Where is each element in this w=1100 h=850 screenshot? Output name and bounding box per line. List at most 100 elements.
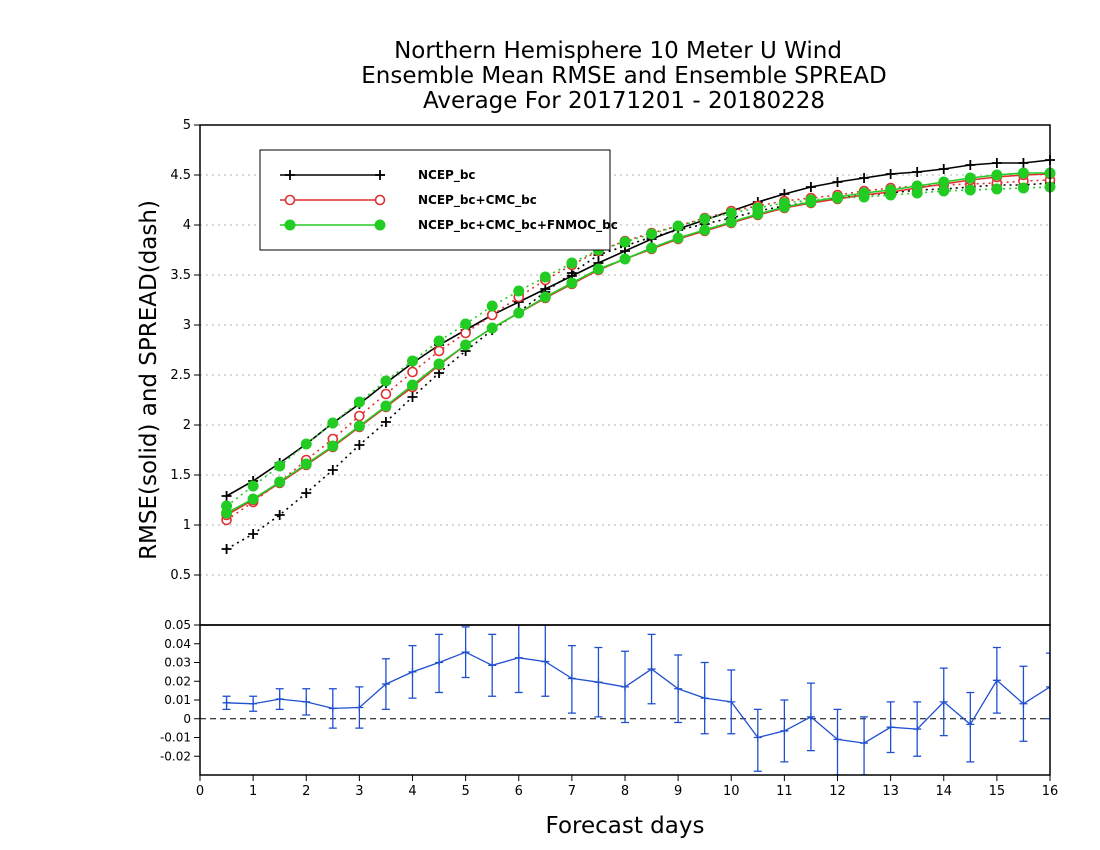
x-tick-label: 5 <box>461 784 469 799</box>
error-bar <box>1046 652 1050 720</box>
legend-marker <box>375 170 385 180</box>
x-tick-label: 10 <box>723 784 740 799</box>
spread-point <box>247 480 259 492</box>
spread-point <box>672 220 684 232</box>
y-tick-label: 5 <box>183 118 191 133</box>
rmse-point <box>513 307 525 319</box>
difference-point <box>435 658 444 667</box>
spread-point <box>646 228 658 240</box>
y-tick-label: 4.5 <box>170 168 191 183</box>
difference-point <box>886 723 895 732</box>
title-line-2: Ensemble Mean RMSE and Ensemble SPREAD <box>361 63 886 89</box>
title-line-3: Average For 20171201 - 20180228 <box>423 88 825 114</box>
rmse-point <box>859 173 870 183</box>
difference-point <box>700 694 709 703</box>
difference-point <box>939 697 948 706</box>
difference-point <box>488 661 497 670</box>
difference-point <box>674 684 683 693</box>
spread-point <box>407 392 418 402</box>
spread-point <box>566 257 578 269</box>
spread-point <box>619 236 631 248</box>
rmse-point <box>672 232 684 244</box>
difference-point <box>806 712 815 721</box>
difference-point <box>647 665 656 674</box>
difference-point <box>514 653 523 662</box>
spread-point <box>407 355 418 367</box>
difference-point <box>381 680 390 689</box>
difference-point <box>621 682 629 691</box>
y-axis-label: RMSE(solid) and SPREAD(dash) <box>136 200 162 560</box>
rmse-point <box>832 177 843 187</box>
legend-label: NCEP_bc+CMC_bc <box>418 193 537 208</box>
difference-point <box>408 667 417 676</box>
rmse-point <box>912 167 923 177</box>
y-tick-label: 2.5 <box>170 368 191 383</box>
spread-point <box>486 309 498 321</box>
rmse-point <box>247 493 259 505</box>
x-tick-label: 3 <box>355 784 363 799</box>
y-tick-label: -0.01 <box>160 731 191 745</box>
x-axis: 0 1 2 3 4 5 6 7 8 9 10 11 12 13 14 15 16 <box>196 775 1058 799</box>
difference-point <box>727 697 736 706</box>
spread-point <box>354 440 365 450</box>
legend-marker <box>374 219 386 231</box>
difference-point <box>753 733 762 742</box>
rmse-point <box>699 224 711 236</box>
y-tick-label: 4 <box>183 218 191 233</box>
rmse-point <box>938 176 950 188</box>
rmse-point <box>221 491 232 501</box>
x-tick-label: 13 <box>882 784 899 799</box>
difference-series <box>222 625 1050 775</box>
x-tick-label: 7 <box>568 784 576 799</box>
difference-point <box>222 698 231 707</box>
rmse-point <box>300 458 312 470</box>
lower-series-layer <box>222 625 1050 775</box>
spread-point <box>699 213 711 225</box>
spread-point <box>460 318 472 330</box>
difference-point <box>302 697 311 706</box>
rmse-point <box>274 476 286 488</box>
y-tick-label: -0.02 <box>160 749 191 763</box>
difference-point <box>594 678 603 687</box>
spread-point <box>274 510 285 520</box>
rmse-point <box>911 180 923 192</box>
spread-point <box>327 417 339 429</box>
rmse-point <box>1018 158 1029 168</box>
y-tick-label: 0.03 <box>164 656 191 670</box>
y-tick-label: 0 <box>183 712 191 726</box>
legend: NCEP_bc NCEP_bc+CMC_bc NCEP_bc+CMC_bc+FNMO… <box>259 149 618 251</box>
rmse-point <box>486 322 498 334</box>
rmse-point <box>327 440 339 452</box>
difference-point <box>249 699 258 708</box>
x-tick-label: 0 <box>196 784 204 799</box>
x-tick-label: 4 <box>408 784 416 799</box>
x-tick-label: 16 <box>1042 784 1059 799</box>
lower-y-axis: -0.02 -0.01 0 0.01 0.02 0.03 0.04 0.05 <box>160 618 200 763</box>
rmse-point <box>460 339 472 351</box>
spread-point <box>380 388 392 400</box>
difference-line <box>226 651 1050 744</box>
rmse-point <box>221 507 233 519</box>
difference-point <box>355 703 364 712</box>
rmse-point <box>539 291 551 303</box>
spread-line <box>226 186 1051 507</box>
difference-point <box>1019 699 1028 708</box>
x-tick-label: 15 <box>989 784 1006 799</box>
rmse-point <box>407 379 418 391</box>
x-tick-label: 14 <box>935 784 952 799</box>
rmse-point <box>965 160 976 170</box>
difference-point <box>966 720 975 729</box>
legend-marker <box>284 219 296 231</box>
rmse-point <box>433 358 445 370</box>
difference-point <box>992 676 1001 685</box>
rmse-point <box>725 216 737 228</box>
upper-y-axis: 0.5 1 1.5 2 2.5 3 3.5 4 4.5 5 <box>170 118 200 583</box>
x-axis-label: Forecast days <box>546 813 705 839</box>
rmse-point <box>991 158 1002 168</box>
legend-label: NCEP_bc <box>418 168 476 183</box>
legend-label: NCEP_bc+CMC_bc+FNMOC_bc <box>418 218 618 233</box>
spread-point <box>300 438 312 450</box>
rmse-point <box>805 182 816 192</box>
